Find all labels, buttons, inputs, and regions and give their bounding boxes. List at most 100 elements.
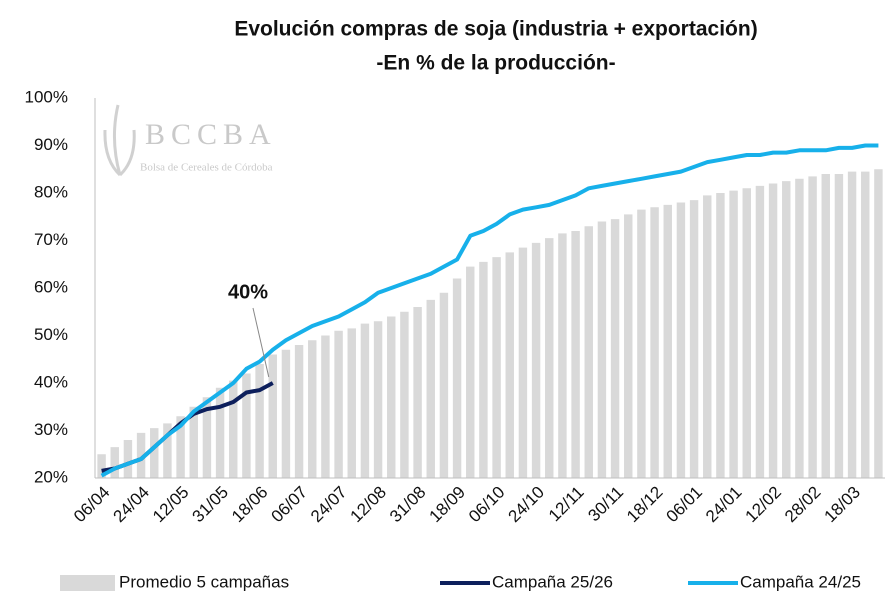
bar — [413, 307, 422, 478]
bar — [110, 447, 119, 478]
logo-icon — [103, 104, 136, 177]
x-tick-label: 12/02 — [742, 483, 786, 527]
bar — [610, 219, 620, 478]
bar — [755, 185, 765, 478]
legend-label: Campaña 25/26 — [492, 572, 613, 591]
bar — [373, 321, 383, 478]
x-tick-label: 24/01 — [702, 483, 746, 527]
bar — [387, 316, 396, 478]
x-tick-label: 18/12 — [623, 483, 667, 527]
x-tick-label: 06/01 — [663, 483, 707, 527]
bar — [439, 292, 449, 478]
x-tick-label: 18/09 — [426, 483, 470, 527]
bar — [874, 169, 883, 478]
x-tick-label: 30/11 — [584, 483, 627, 526]
x-tick-label: 06/07 — [268, 483, 312, 527]
bar — [624, 214, 633, 478]
bar — [531, 242, 541, 478]
bar — [242, 373, 251, 478]
bar — [400, 311, 409, 478]
bar — [452, 278, 462, 478]
legend-label: Campaña 24/25 — [740, 572, 861, 591]
y-tick-label: 60% — [34, 277, 68, 296]
annotation: 40% — [228, 281, 268, 303]
bar — [189, 406, 198, 478]
bar — [861, 171, 870, 478]
x-tick-label: 12/05 — [149, 483, 193, 527]
chart-subtitle: -En % de la producción- — [376, 52, 615, 75]
bar — [834, 174, 844, 478]
bar — [768, 183, 778, 478]
x-tick-label: 31/05 — [189, 483, 233, 527]
line — [100, 143, 879, 478]
bar — [808, 176, 817, 478]
bar — [268, 354, 277, 478]
y-tick-label: 50% — [34, 325, 68, 344]
bar — [466, 266, 475, 478]
x-tick-label: 06/04 — [70, 483, 114, 527]
y-tick-label: 90% — [34, 135, 68, 154]
bar — [215, 387, 225, 478]
bar — [689, 200, 699, 478]
bar — [558, 233, 567, 478]
bar — [334, 330, 343, 478]
bar — [663, 204, 672, 478]
bar — [202, 397, 212, 478]
bar — [97, 454, 106, 478]
bar — [637, 209, 646, 478]
bar — [505, 252, 514, 478]
bar — [571, 231, 580, 478]
annotation-leader — [252, 307, 270, 378]
bar — [123, 440, 133, 478]
logo-subtext: Bolsa de Cereales de Córdoba — [140, 162, 273, 174]
bar — [650, 207, 659, 478]
bar — [597, 221, 607, 478]
y-tick-label: 100% — [25, 87, 68, 106]
y-tick-label: 80% — [34, 182, 68, 201]
y-tick-label: 30% — [34, 420, 68, 439]
x-tick-label: 24/04 — [110, 483, 154, 527]
bar — [545, 238, 554, 478]
bar — [136, 432, 146, 478]
x-tick-label: 18/06 — [228, 483, 272, 527]
bar — [347, 328, 356, 478]
bar — [584, 226, 593, 478]
bar — [281, 349, 291, 478]
bar — [821, 174, 830, 478]
bar — [308, 340, 317, 478]
x-tick-label: 12/08 — [347, 483, 391, 527]
bar — [255, 364, 264, 478]
bar — [294, 345, 304, 478]
y-tick-label: 20% — [34, 467, 68, 486]
bar — [729, 190, 738, 478]
chart-title: Evolución compras de soja (industria + e… — [234, 18, 757, 41]
bar — [492, 257, 501, 478]
x-tick-label: 18/03 — [821, 483, 865, 527]
bar — [360, 323, 370, 478]
x-tick-label: 24/07 — [307, 483, 351, 527]
bar — [163, 423, 172, 478]
bar — [847, 171, 857, 478]
x-tick-label: 28/02 — [781, 483, 825, 527]
bar — [150, 428, 159, 478]
y-tick-label: 40% — [34, 372, 68, 391]
logo-text: BCCBA — [145, 118, 277, 151]
legend-label: Promedio 5 campañas — [119, 572, 289, 591]
x-tick-label: 06/10 — [465, 483, 509, 527]
bar — [176, 416, 185, 478]
watermark: BCCBA Bolsa de Cereales de Córdoba — [103, 104, 277, 177]
bar — [716, 193, 725, 478]
x-tick-label: 12/11 — [545, 483, 588, 526]
x-tick-label: 24/10 — [505, 483, 549, 527]
legend-swatch — [60, 575, 115, 591]
bar — [321, 335, 330, 478]
bar — [703, 195, 712, 478]
bar — [229, 380, 238, 478]
bar — [676, 202, 686, 478]
bar — [426, 299, 435, 478]
bar — [479, 261, 488, 478]
bar — [518, 247, 528, 478]
bar — [782, 181, 791, 478]
